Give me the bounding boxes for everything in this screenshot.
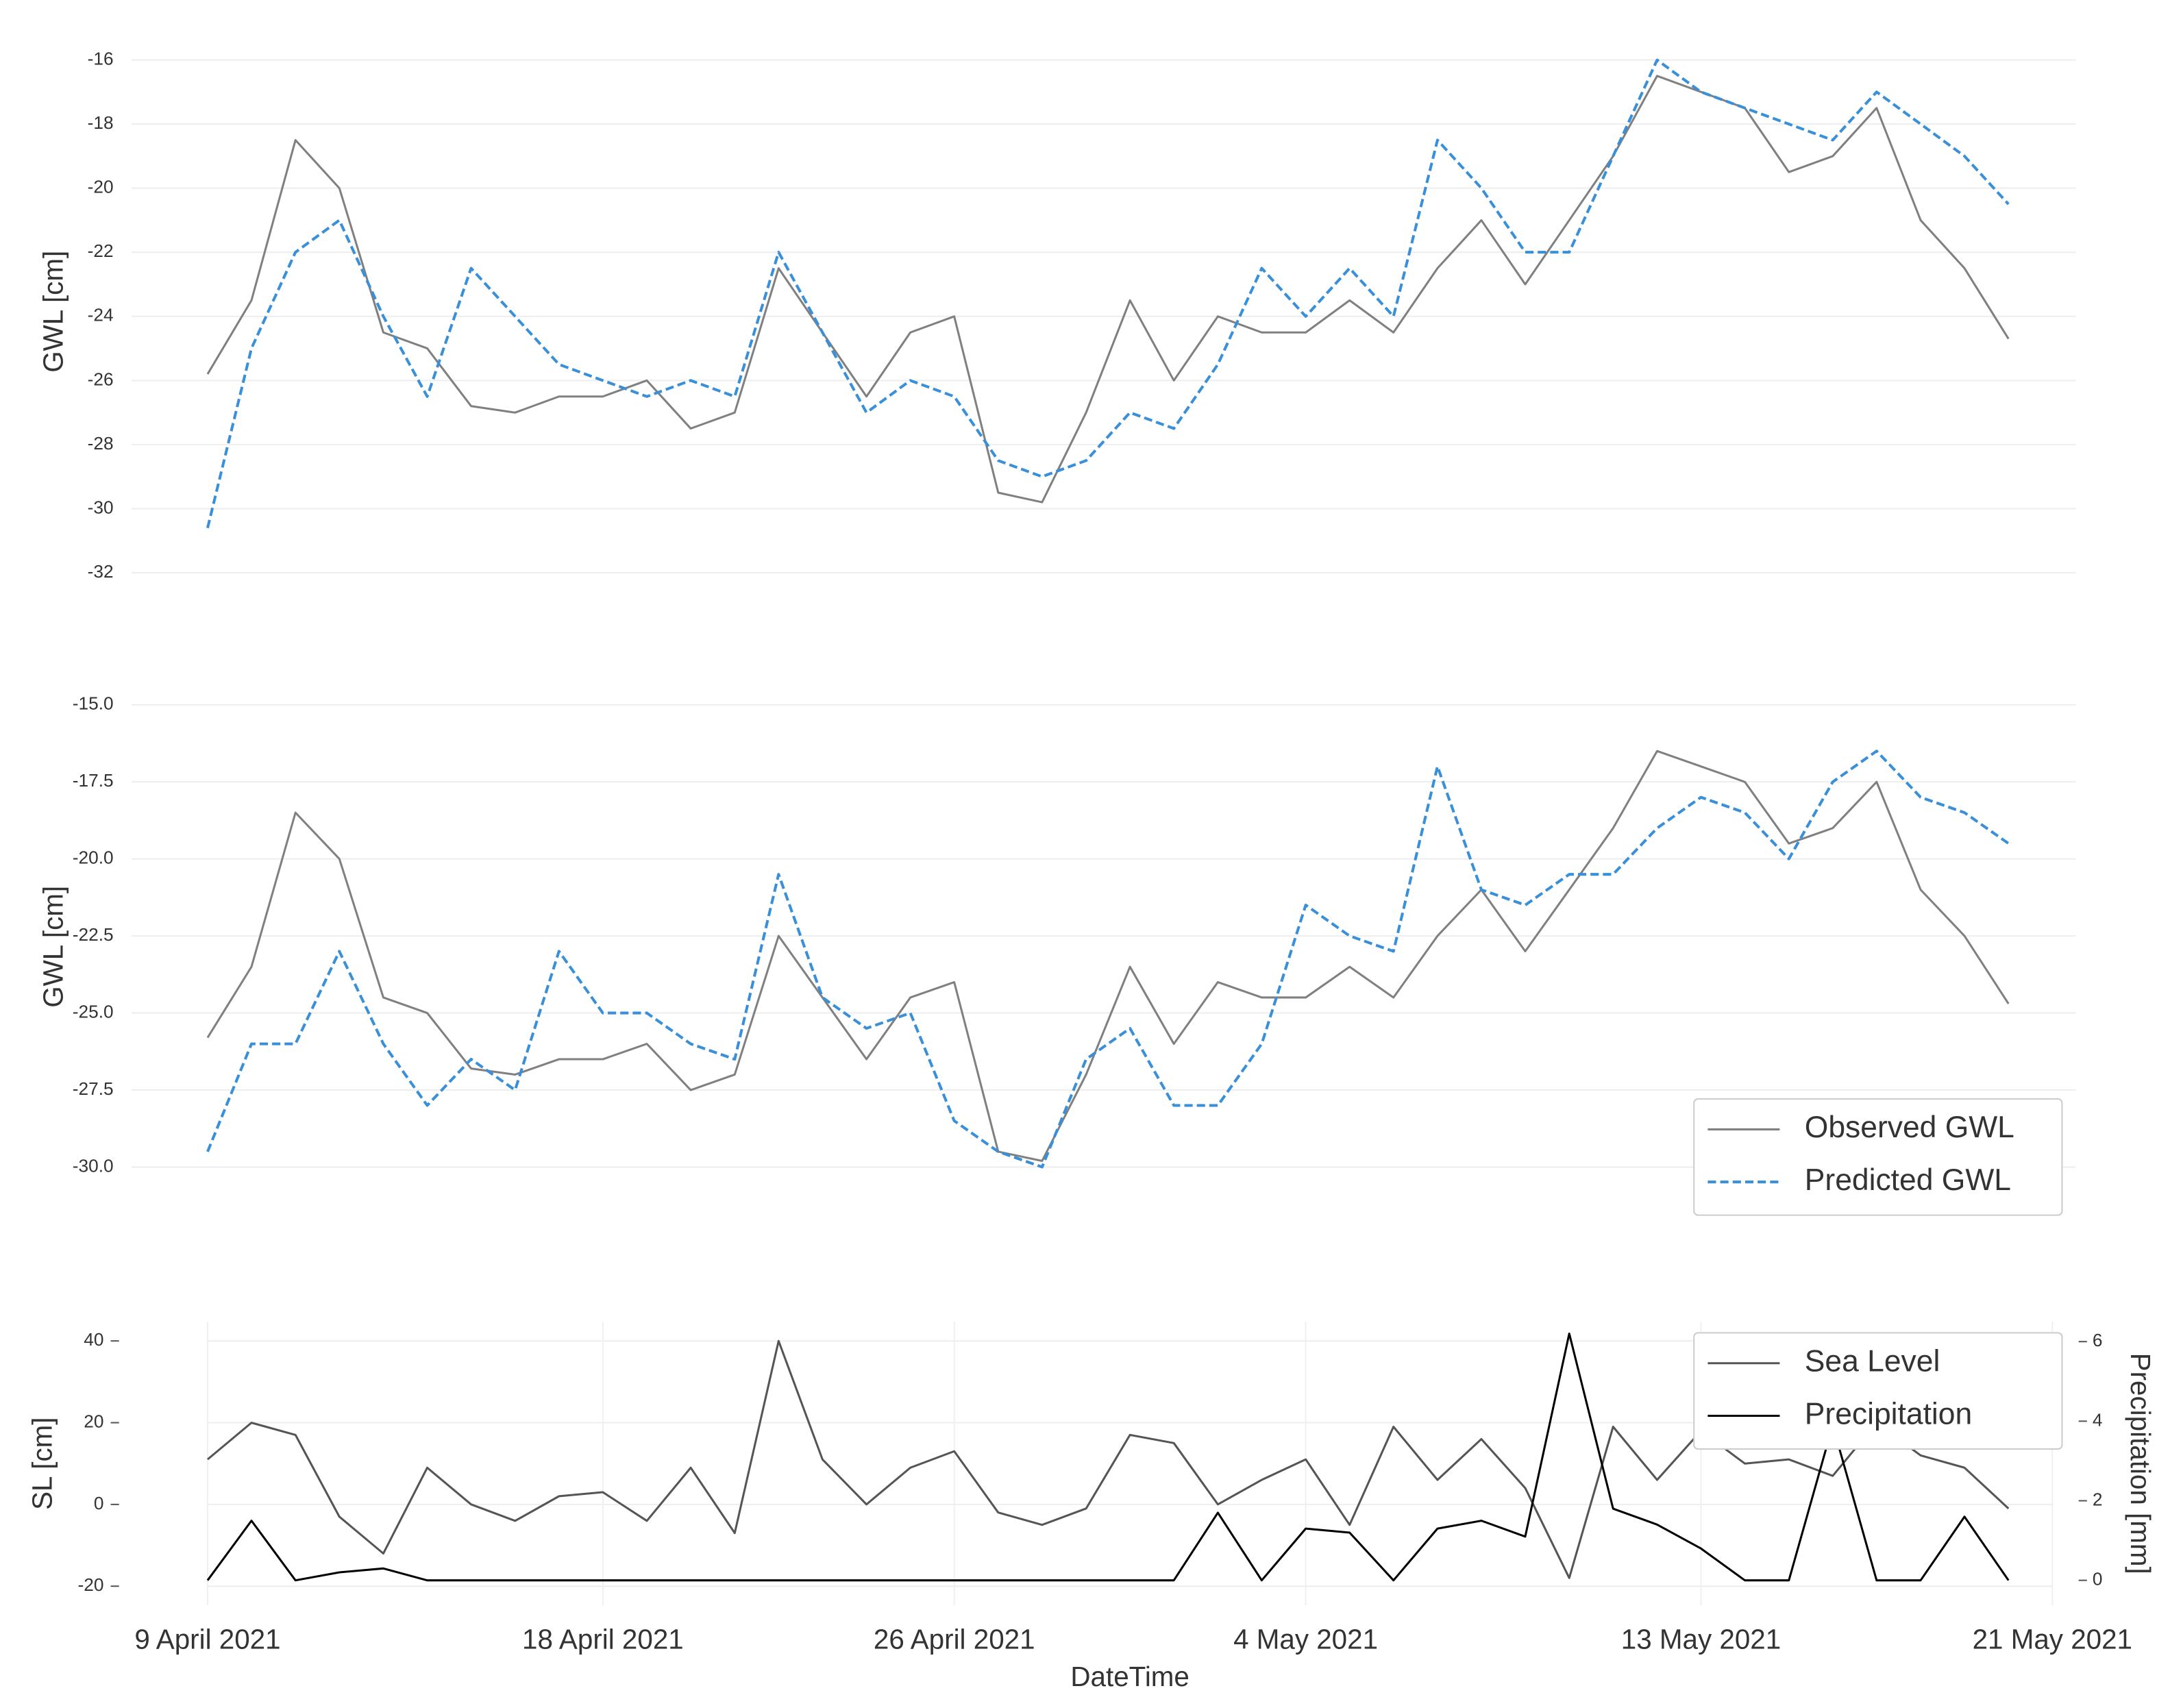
legend: Observed GWL Predicted GWL (1693, 1098, 2063, 1216)
y-tick-label: 40 (84, 1329, 103, 1350)
y2-tick-label: 2 (2093, 1489, 2103, 1509)
y-tick-label: -20 (78, 1574, 104, 1595)
legend-box (1693, 1098, 2063, 1216)
legend-label: Sea Level (1805, 1345, 1940, 1378)
y-tick-label: -28 (88, 433, 114, 454)
legend-label: Predicted GWL (1805, 1163, 2011, 1197)
x-tick-label: 13 May 2021 (1621, 1623, 1781, 1655)
legend: Sea Level Precipitation (1693, 1332, 2063, 1450)
y-tick-label: -30 (88, 497, 114, 517)
y-tick-label: -20.0 (73, 847, 114, 868)
y-axis-label: SL [cm] (26, 1418, 58, 1510)
y-tick-label: -24 (88, 305, 114, 325)
y-tick-label: -26 (88, 369, 114, 389)
legend-label: Observed GWL (1805, 1111, 2014, 1144)
legend-label: Precipitation (1805, 1397, 1972, 1431)
x-tick-label: 18 April 2021 (522, 1623, 684, 1655)
y-tick-label: 0 (94, 1493, 104, 1513)
y2-tick-label: 4 (2093, 1409, 2103, 1430)
y-tick-label: -22 (88, 240, 114, 261)
data-line (206, 750, 2010, 1162)
y-tick-label: -27.5 (73, 1078, 114, 1099)
y-tick-label: 20 (84, 1411, 103, 1431)
y-tick-label: -16 (88, 48, 114, 69)
y-axis-label: GWL [cm] (37, 886, 69, 1008)
y2-tick-label: 6 (2093, 1330, 2103, 1350)
y-tick-label: -20 (88, 177, 114, 197)
data-line (206, 58, 2010, 529)
x-axis-label: DateTime (1070, 1661, 1189, 1692)
x-tick-label: 4 May 2021 (1233, 1623, 1378, 1655)
y2-axis-label: Precipitation [mm] (2125, 1353, 2156, 1574)
y2-tick-label: 0 (2093, 1569, 2103, 1589)
y-tick-label: -22.5 (73, 924, 114, 945)
y-tick-label: -17.5 (73, 770, 114, 791)
x-tick-label: 21 May 2021 (1973, 1623, 2132, 1655)
y-axis-label: GWL [cm] (37, 251, 69, 373)
legend-box (1693, 1332, 2063, 1450)
y-tick-label: -18 (88, 112, 114, 133)
x-tick-label: 9 April 2021 (134, 1623, 280, 1655)
y-tick-label: -30.0 (73, 1155, 114, 1176)
data-line (206, 1333, 2010, 1582)
data-line (206, 750, 2010, 1169)
x-tick-label: 26 April 2021 (874, 1623, 1035, 1655)
y-tick-label: -15.0 (73, 693, 114, 714)
y-tick-label: -32 (88, 561, 114, 582)
y-tick-label: -25.0 (73, 1001, 114, 1022)
